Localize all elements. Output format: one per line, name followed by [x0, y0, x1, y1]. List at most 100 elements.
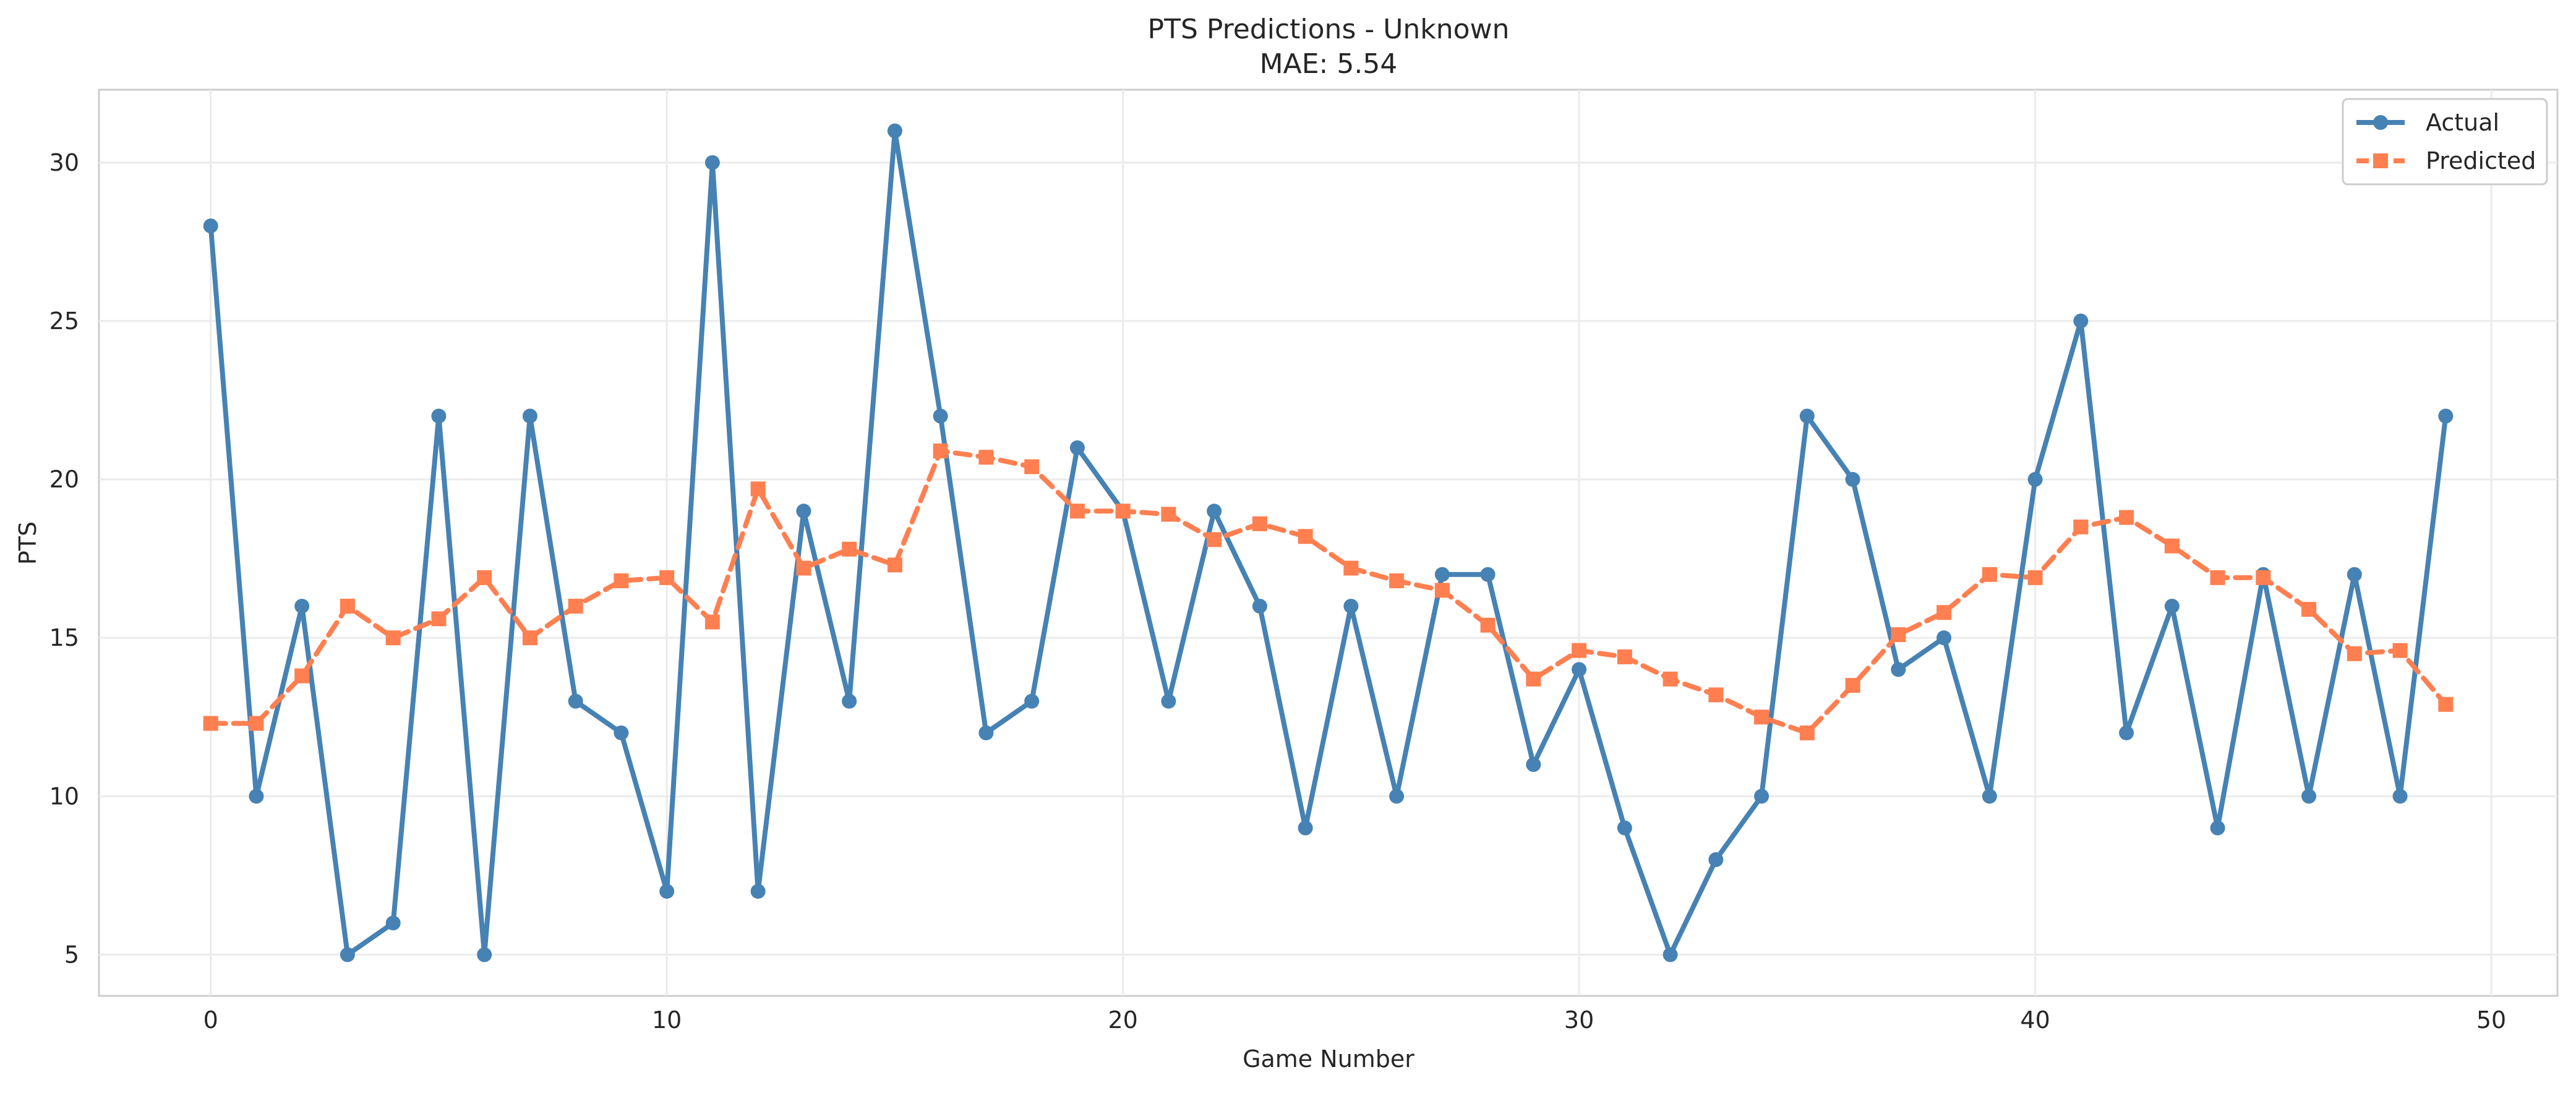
x-tick-label: 10 [652, 1006, 682, 1034]
data-point-predicted [1799, 725, 1815, 740]
legend-label: Actual [2426, 109, 2499, 136]
data-point-predicted [933, 443, 948, 458]
series-line-predicted [208, 448, 2449, 735]
data-point-actual [1662, 947, 1678, 962]
data-point-predicted [2119, 510, 2134, 525]
data-point-predicted [1161, 507, 1176, 522]
data-point-actual [1936, 630, 1952, 646]
data-point-actual [1526, 757, 1541, 773]
x-tick-label: 0 [203, 1006, 218, 1034]
data-point-predicted [1252, 516, 1267, 531]
data-point-actual [1161, 693, 1176, 709]
x-tick-label: 40 [2020, 1006, 2050, 1034]
data-point-predicted [294, 668, 310, 684]
data-point-actual [2073, 313, 2089, 328]
data-point-predicted [2027, 570, 2043, 585]
data-point-actual [1389, 789, 1405, 804]
data-point-actual [2438, 408, 2454, 424]
data-point-actual [978, 725, 994, 740]
y-tick-label: 5 [64, 941, 79, 968]
data-point-predicted [2256, 570, 2271, 585]
y-tick-label: 30 [49, 149, 79, 176]
data-point-predicted [1115, 504, 1131, 519]
data-point-actual [842, 693, 857, 709]
data-point-predicted [2073, 519, 2089, 534]
data-point-predicted [203, 716, 218, 731]
data-point-actual [796, 504, 811, 519]
series-predicted [203, 443, 2454, 740]
data-point-actual [704, 155, 720, 170]
legend-item-actual: Actual [2356, 109, 2499, 136]
data-point-predicted [1982, 567, 1997, 582]
data-point-predicted [978, 450, 994, 465]
data-point-actual [1845, 472, 1860, 487]
x-axis-label: Game Number [1243, 1045, 1414, 1073]
data-point-predicted [1754, 709, 1769, 725]
data-point-actual [1024, 693, 1040, 709]
grid [99, 90, 2557, 996]
data-point-predicted [1845, 678, 1860, 693]
data-point-actual [1891, 662, 1906, 677]
data-point-predicted [340, 598, 355, 614]
x-tick-label: 30 [1564, 1006, 1594, 1034]
data-point-predicted [1343, 560, 1359, 576]
data-point-actual [2347, 567, 2362, 582]
data-point-actual [203, 218, 218, 234]
x-tick-label: 50 [2476, 1006, 2506, 1034]
data-point-actual [1069, 440, 1085, 455]
data-point-predicted [2164, 538, 2180, 554]
data-point-actual [294, 598, 310, 614]
data-point-predicted [1708, 687, 1724, 703]
data-point-actual [477, 947, 492, 962]
chart-title: PTS Predictions - Unknown [1148, 14, 1510, 45]
data-point-actual [2210, 820, 2225, 836]
data-point-actual [522, 408, 537, 424]
data-point-actual [659, 883, 675, 899]
data-point-predicted [2210, 570, 2225, 585]
data-point-predicted [249, 716, 264, 731]
data-point-predicted [614, 573, 629, 588]
data-point-predicted [659, 570, 675, 585]
data-point-predicted [1526, 671, 1541, 687]
data-point-actual [1343, 598, 1359, 614]
data-point-predicted [385, 630, 401, 646]
series-line-actual [208, 128, 2449, 958]
data-point-predicted [796, 560, 811, 576]
data-point-actual [385, 915, 401, 931]
data-point-actual [2301, 789, 2317, 804]
data-point-predicted [431, 611, 447, 627]
data-point-predicted [704, 614, 720, 630]
data-point-predicted [1298, 529, 1313, 544]
data-point-predicted [1480, 617, 1496, 633]
data-point-predicted [1891, 627, 1906, 643]
series-actual [203, 123, 2454, 962]
data-point-actual [1982, 789, 1997, 804]
chart-subtitle: MAE: 5.54 [1260, 48, 1398, 80]
data-point-actual [2392, 789, 2408, 804]
data-point-predicted [1936, 605, 1952, 620]
data-point-predicted [1069, 504, 1085, 519]
x-tick-label: 20 [1108, 1006, 1137, 1034]
data-point-actual [750, 883, 766, 899]
legend-marker [2373, 153, 2388, 168]
data-point-predicted [2438, 697, 2454, 712]
series-layer [203, 123, 2454, 962]
data-point-actual [614, 725, 629, 740]
legend-marker [2373, 115, 2388, 130]
data-point-predicted [1207, 532, 1222, 547]
data-point-actual [1298, 820, 1313, 836]
data-point-predicted [477, 570, 492, 585]
data-point-actual [1252, 598, 1267, 614]
data-point-predicted [1389, 573, 1405, 588]
plot-frame [98, 88, 2559, 997]
plot-area: 0 10 20 30 40 50 5 10 15 20 25 30 [49, 88, 2559, 1034]
y-tick-label: 15 [49, 624, 79, 651]
data-point-actual [1207, 504, 1222, 519]
data-point-actual [568, 693, 583, 709]
legend: Actual Predicted [2342, 98, 2548, 186]
data-point-actual [249, 789, 264, 804]
data-point-predicted [522, 630, 537, 646]
data-point-predicted [1434, 583, 1450, 598]
